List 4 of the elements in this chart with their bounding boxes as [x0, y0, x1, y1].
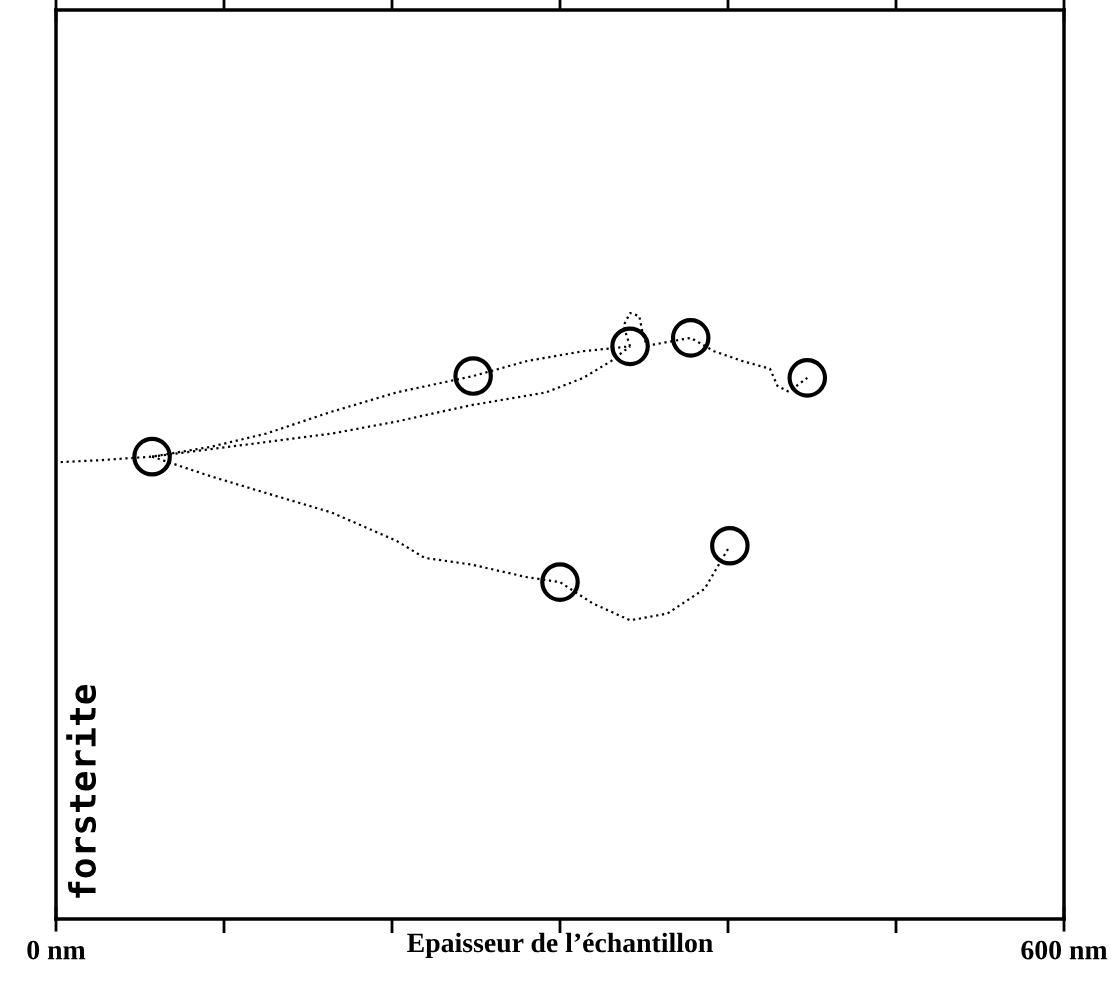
x-axis-title: Epaisseur de l’échantillon	[407, 932, 713, 958]
x-tick-label: 0 nm	[27, 940, 86, 960]
annotation: forsterite	[66, 684, 97, 898]
x-tick-label: 600 nm	[1021, 940, 1108, 960]
